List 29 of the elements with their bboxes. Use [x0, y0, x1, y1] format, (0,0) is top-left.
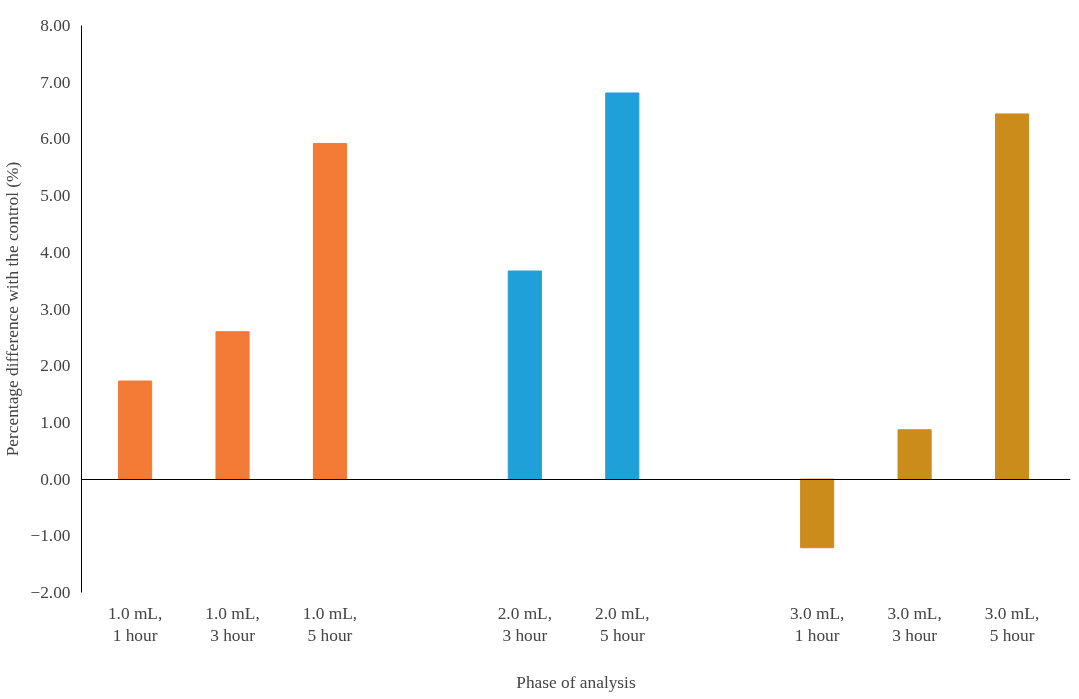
bar — [507, 270, 542, 480]
y-tick-label: 2.00 — [40, 356, 71, 376]
bar — [897, 429, 932, 480]
bar — [994, 113, 1030, 480]
x-tick-label: 1.0 mL, 3 hour — [205, 603, 260, 646]
y-tick-label: 1.00 — [40, 412, 71, 432]
bar — [215, 331, 250, 480]
x-tick-label: 1.0 mL, 5 hour — [302, 603, 358, 646]
y-tick-label: −1.00 — [30, 526, 71, 546]
y-tick-label: 7.00 — [40, 72, 71, 92]
x-tick-label: 2.0 mL, 5 hour — [595, 603, 650, 646]
y-tick-label: 8.00 — [40, 16, 71, 35]
x-axis-title: Phase of analysis — [516, 673, 636, 693]
y-tick-label: 5.00 — [40, 186, 71, 206]
y-tick-label: 3.00 — [40, 299, 71, 319]
y-axis-title: Percentage difference with the control (%) — [3, 161, 23, 457]
bar — [118, 380, 153, 480]
x-tick-label: 2.0 mL, 3 hour — [497, 603, 553, 646]
bar — [800, 478, 835, 549]
y-tick-label: 4.00 — [40, 242, 71, 262]
y-tick-label: 0.00 — [40, 469, 71, 489]
y-tick-label: 6.00 — [40, 129, 71, 149]
x-tick-label: 3.0 mL, 5 hour — [984, 603, 1040, 646]
x-tick-label: 3.0 mL, 1 hour — [789, 603, 845, 646]
x-tick-label: 1.0 mL, 1 hour — [107, 603, 163, 646]
bar — [312, 142, 348, 480]
x-tick-label: 3.0 mL, 3 hour — [887, 603, 942, 646]
y-tick-label: −2.00 — [30, 583, 71, 602]
bar — [605, 92, 640, 480]
